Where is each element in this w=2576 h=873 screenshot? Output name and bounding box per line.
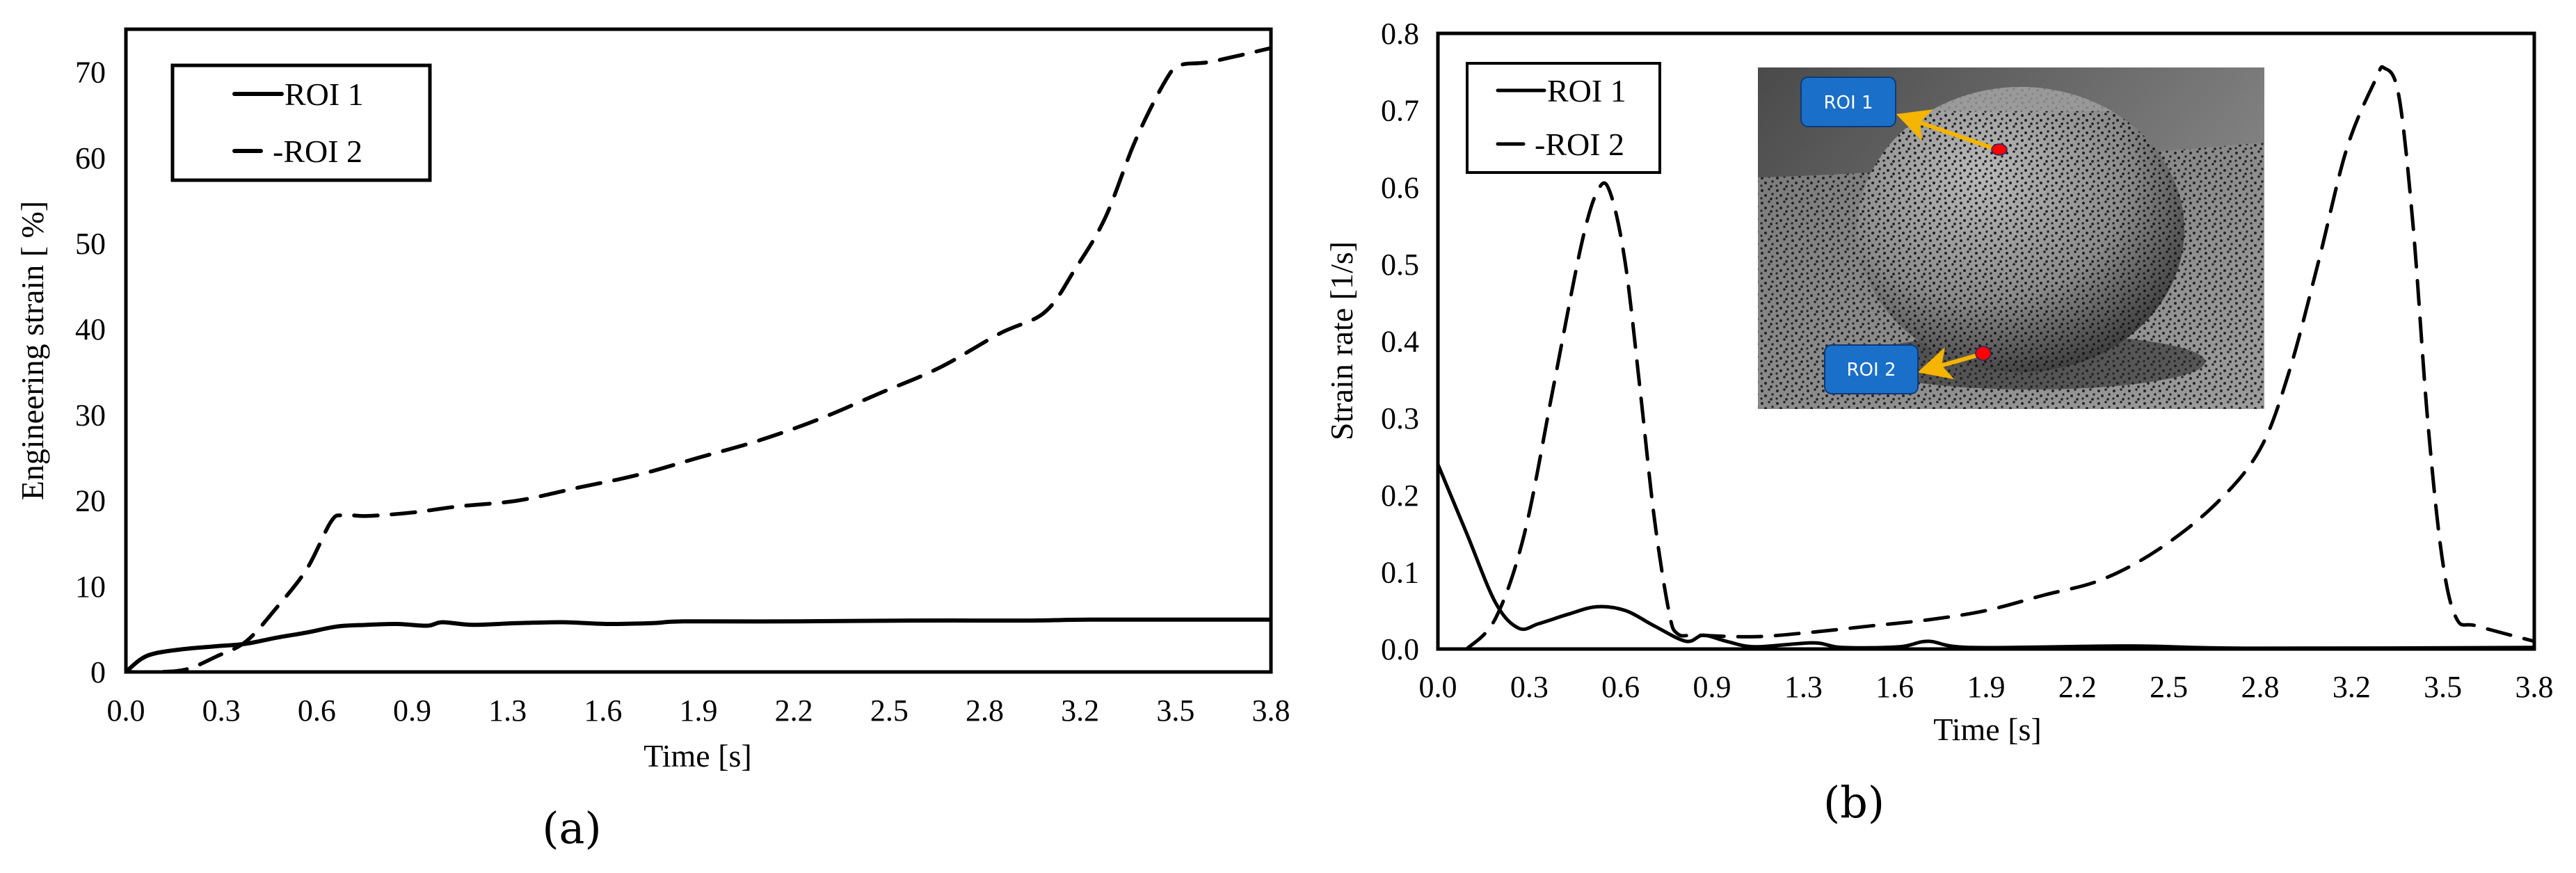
inset-image: ROI 1 ROI 2 <box>1758 67 2264 409</box>
x-tick-label: 0.0 <box>1419 670 1457 704</box>
y-tick-label: 0.1 <box>1381 555 1419 589</box>
x-tick-label: 0.0 <box>107 694 145 728</box>
x-tick-label: 0.3 <box>1510 670 1549 704</box>
legend-b: ROI 1 -ROI 2 <box>1466 62 1661 174</box>
x-tick-label: 3.2 <box>1061 694 1099 728</box>
x-tick-labels-a: 0.0 0.3 0.6 0.9 1.3 1.6 1.9 2.2 2.5 2.8 3.2 3.5 3.8 <box>107 694 1290 728</box>
y-tick-label: 0.0 <box>1381 632 1419 666</box>
x-tick-label: 3.5 <box>1156 694 1194 728</box>
x-axis-label-b: Time [s] <box>1933 712 2042 747</box>
x-tick-label: 1.3 <box>1784 670 1823 704</box>
roi2-strain-line <box>126 46 1271 672</box>
roi1-strain-line <box>126 617 1271 672</box>
roi2-strain-rate-line <box>1465 65 2534 649</box>
x-tick-label: 0.6 <box>298 694 336 728</box>
y-axis-label-b: Strain rate [1/s] <box>1324 241 1359 440</box>
y-tick-label: 10 <box>75 570 106 604</box>
panel-b-curves <box>1438 65 2534 649</box>
y-tick-label: 0.7 <box>1381 94 1419 128</box>
roi1-label-box <box>1800 77 1896 127</box>
roi1-marker <box>1991 143 2008 156</box>
x-tick-label: 2.2 <box>775 694 813 728</box>
x-tick-label: 3.8 <box>1252 694 1290 728</box>
roi2-label-text: ROI 2 <box>1846 360 1896 381</box>
x-tick-label: 1.9 <box>1967 670 2006 704</box>
x-tick-label: 1.6 <box>584 694 622 728</box>
y-tick-label: 40 <box>75 312 106 346</box>
y-tick-labels-a: 0 10 20 30 40 50 60 70 <box>75 56 106 689</box>
x-tick-label: 3.5 <box>2424 670 2462 704</box>
roi2-marker <box>1975 346 1992 361</box>
y-tick-label: 0.6 <box>1381 170 1419 205</box>
plot-frame-b <box>1436 31 2536 651</box>
roi1-arrow <box>1896 109 1994 150</box>
panel-a: 0 10 20 30 40 50 60 70 0.0 0.3 0.6 0.9 1.3 1.6 1.9 2.2… <box>15 27 1290 854</box>
y-tick-label: 0.8 <box>1381 17 1419 51</box>
x-tick-label: 1.3 <box>488 694 527 728</box>
roi1-strain-rate-line <box>1438 463 2534 649</box>
roi2-label-box <box>1824 344 1919 394</box>
x-tick-label: 0.3 <box>202 694 241 728</box>
caption-b: (b) <box>1823 777 1885 828</box>
panel-a-curves <box>126 46 1271 672</box>
legend-a: ROI 1 -ROI 2 <box>170 63 432 182</box>
y-tick-label: 70 <box>75 56 106 90</box>
x-tick-label: 2.2 <box>2058 670 2097 704</box>
x-tick-label: 0.9 <box>393 694 431 728</box>
legend-label-roi1: ROI 1 <box>285 77 364 112</box>
y-tick-label: 50 <box>75 227 106 261</box>
x-tick-label: 2.5 <box>2150 670 2188 704</box>
x-tick-label: 3.8 <box>2515 670 2554 704</box>
x-tick-label: 1.6 <box>1875 670 1914 704</box>
plot-frame-a <box>124 27 1273 674</box>
y-tick-label: 20 <box>75 484 106 518</box>
x-tick-label: 1.9 <box>680 694 718 728</box>
y-tick-label: 0.5 <box>1381 248 1419 282</box>
x-tick-label: 2.5 <box>870 694 909 728</box>
x-tick-label: 0.9 <box>1693 670 1731 704</box>
x-tick-label: 2.8 <box>2241 670 2280 704</box>
legend-label-roi2: -ROI 2 <box>1535 127 1624 162</box>
y-tick-label: 0.3 <box>1381 401 1419 435</box>
roi1-label-text: ROI 1 <box>1823 93 1873 113</box>
legend-label-roi2: -ROI 2 <box>273 134 362 169</box>
y-tick-label: 0.4 <box>1381 325 1419 359</box>
panel-b: ROI 1 ROI 2 0.00.10.20.30.40.50.60.70.8 … <box>1324 17 2554 828</box>
x-tick-label: 2.8 <box>966 694 1004 728</box>
y-tick-label: 60 <box>75 141 106 175</box>
legend-label-roi1: ROI 1 <box>1547 73 1626 109</box>
y-tick-label: 0 <box>90 655 106 689</box>
roi2-arrow <box>1917 347 1980 380</box>
x-tick-label: 3.2 <box>2333 670 2371 704</box>
x-axis-label-a: Time [s] <box>643 738 752 774</box>
y-tick-label: 0.2 <box>1381 479 1419 513</box>
x-tick-labels-b: 0.0 0.3 0.6 0.9 1.3 1.6 1.9 2.2 2.5 2.8 3.2 3.5 3.8 <box>1419 670 2554 704</box>
y-tick-labels-b: 0.0 0.1 0.2 0.3 0.4 0.5 0.6 0.7 0.8 <box>1381 17 1419 666</box>
caption-a: (a) <box>542 803 601 854</box>
y-axis-label-a: Engineering strain [ %] <box>15 201 50 500</box>
x-tick-label: 0.6 <box>1601 670 1640 704</box>
y-tick-label: 30 <box>75 398 106 432</box>
